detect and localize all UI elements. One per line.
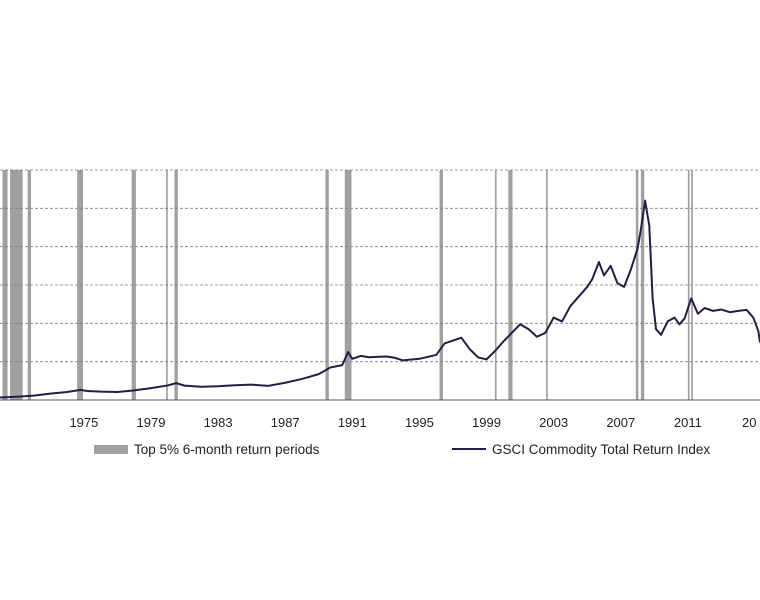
x-tick-label: 1999 — [472, 415, 501, 430]
x-tick-label: 2011 — [674, 415, 702, 430]
legend-label-highlight: Top 5% 6-month return periods — [134, 441, 320, 457]
x-tick-label: 20 — [742, 415, 756, 430]
x-tick-label: 1995 — [405, 415, 434, 430]
highlight-period-5 — [131, 170, 136, 400]
highlight-period-9 — [344, 170, 352, 400]
gridlines — [0, 169, 760, 363]
highlight-period-16 — [687, 170, 690, 400]
series-line-group — [0, 199, 760, 399]
x-tick-label: 1991 — [338, 415, 367, 430]
x-tick-label: 1975 — [69, 415, 98, 430]
x-tick-labels: 1975 1979 1983 1987 1991 1995 1999 2003 2007 2011… — [69, 415, 756, 430]
legend-swatch-highlight — [94, 444, 128, 454]
x-tick-label: 2007 — [606, 415, 635, 430]
x-tick-label: 2003 — [539, 415, 568, 430]
x-tick-label: 1987 — [271, 415, 300, 430]
x-tick-label: 1983 — [204, 415, 233, 430]
legend-label-line: GSCI Commodity Total Return Index — [492, 441, 711, 457]
legend-item-highlight: Top 5% 6-month return periods — [94, 439, 319, 459]
highlight-period-3 — [27, 170, 32, 400]
legend-item-line: GSCI Commodity Total Return Index — [452, 439, 710, 459]
x-tick-label: 1979 — [137, 415, 166, 430]
series-line-1 — [0, 199, 760, 399]
legend-swatch-line — [452, 448, 486, 450]
